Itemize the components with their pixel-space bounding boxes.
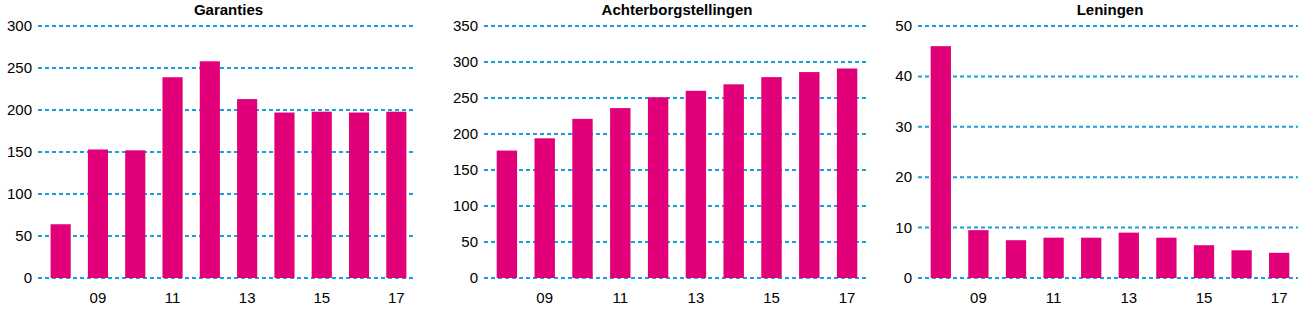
bar — [88, 149, 108, 278]
bar — [534, 138, 554, 278]
bar — [1081, 238, 1101, 278]
bar — [162, 77, 182, 278]
x-tick-label: 15 — [763, 289, 780, 306]
grid-line — [918, 176, 1298, 178]
bar — [125, 150, 145, 278]
x-tick-label: 17 — [388, 289, 405, 306]
bar — [1006, 240, 1026, 278]
grid-line — [918, 25, 1298, 27]
bar — [968, 230, 988, 278]
grid-line — [38, 109, 415, 111]
x-tick-label: 17 — [1271, 289, 1288, 306]
bar — [237, 99, 257, 278]
y-tick-label: 20 — [895, 168, 912, 185]
y-tick-label: 50 — [461, 233, 478, 250]
bar — [686, 91, 706, 278]
bar — [386, 112, 406, 278]
chart-panel: Achterborgstellingen 0 50 100 150 200 250 300 35… — [453, 1, 866, 306]
y-tick-label: 150 — [7, 143, 32, 160]
grid-line — [918, 75, 1298, 77]
grid-line — [918, 227, 1298, 229]
bars — [931, 46, 1290, 278]
y-tick-label: 0 — [470, 269, 478, 286]
chart-title: Leningen — [1077, 1, 1144, 18]
x-tick-label: 13 — [239, 289, 256, 306]
chart-title: Achterborgstellingen — [602, 1, 753, 18]
y-tick-label: 0 — [904, 269, 912, 286]
bar — [312, 112, 332, 278]
bar — [349, 113, 369, 278]
x-tick-label: 17 — [839, 289, 856, 306]
x-tick-label: 15 — [313, 289, 330, 306]
x-tick-label: 13 — [688, 289, 705, 306]
y-tick-label: 200 — [453, 125, 478, 142]
bar — [648, 97, 668, 278]
x-tick-label: 09 — [970, 289, 987, 306]
y-tick-label: 10 — [895, 219, 912, 236]
bar — [274, 113, 294, 278]
bar — [1156, 238, 1176, 278]
x-tick-label: 09 — [536, 289, 553, 306]
bar — [51, 224, 71, 278]
bars — [497, 68, 858, 278]
bar — [931, 46, 951, 278]
y-tick-label: 300 — [453, 53, 478, 70]
bar — [1043, 238, 1063, 278]
y-tick-label: 100 — [453, 197, 478, 214]
bar — [497, 151, 517, 278]
x-tick-label: 11 — [613, 289, 629, 306]
y-tick-label: 100 — [7, 185, 32, 202]
bar — [723, 84, 743, 278]
figure: Garanties0501001502002503000911131517Ach… — [0, 0, 1299, 309]
grid-line — [918, 126, 1298, 128]
grid-line — [38, 25, 415, 27]
chart-panel: Garanties 0 50 100 150 200 250 300 09 11 13 15 17 — [7, 1, 415, 306]
bar — [761, 77, 781, 278]
y-tick-label: 200 — [7, 101, 32, 118]
y-tick-label: 150 — [453, 161, 478, 178]
y-tick-label: 300 — [7, 17, 32, 34]
x-tick-label: 11 — [165, 289, 181, 306]
bar — [572, 119, 592, 278]
grid-line — [484, 61, 866, 63]
bar — [610, 108, 630, 278]
bar — [1269, 253, 1289, 278]
y-tick-label: 30 — [895, 118, 912, 135]
y-tick-label: 0 — [24, 269, 32, 286]
y-tick-label: 50 — [895, 17, 912, 34]
y-tick-label: 350 — [453, 17, 478, 34]
bar — [1119, 233, 1139, 278]
x-tick-label: 11 — [1046, 289, 1062, 306]
x-tick-label: 15 — [1196, 289, 1213, 306]
bar — [1194, 245, 1214, 278]
y-tick-label: 250 — [453, 89, 478, 106]
bar — [1231, 250, 1251, 278]
y-tick-label: 50 — [15, 227, 32, 244]
chart-panel: Leningen 0 10 20 30 40 50 09 11 13 15 17 — [895, 1, 1298, 306]
grid-line — [38, 67, 415, 69]
chart-title: Garanties — [194, 1, 263, 18]
bars — [51, 61, 407, 278]
y-tick-label: 250 — [7, 59, 32, 76]
x-tick-label: 09 — [90, 289, 107, 306]
bar — [837, 68, 857, 278]
bar — [799, 72, 819, 278]
grid-line — [484, 25, 866, 27]
y-tick-label: 40 — [895, 67, 912, 84]
x-tick-label: 13 — [1120, 289, 1137, 306]
bar — [200, 61, 220, 278]
